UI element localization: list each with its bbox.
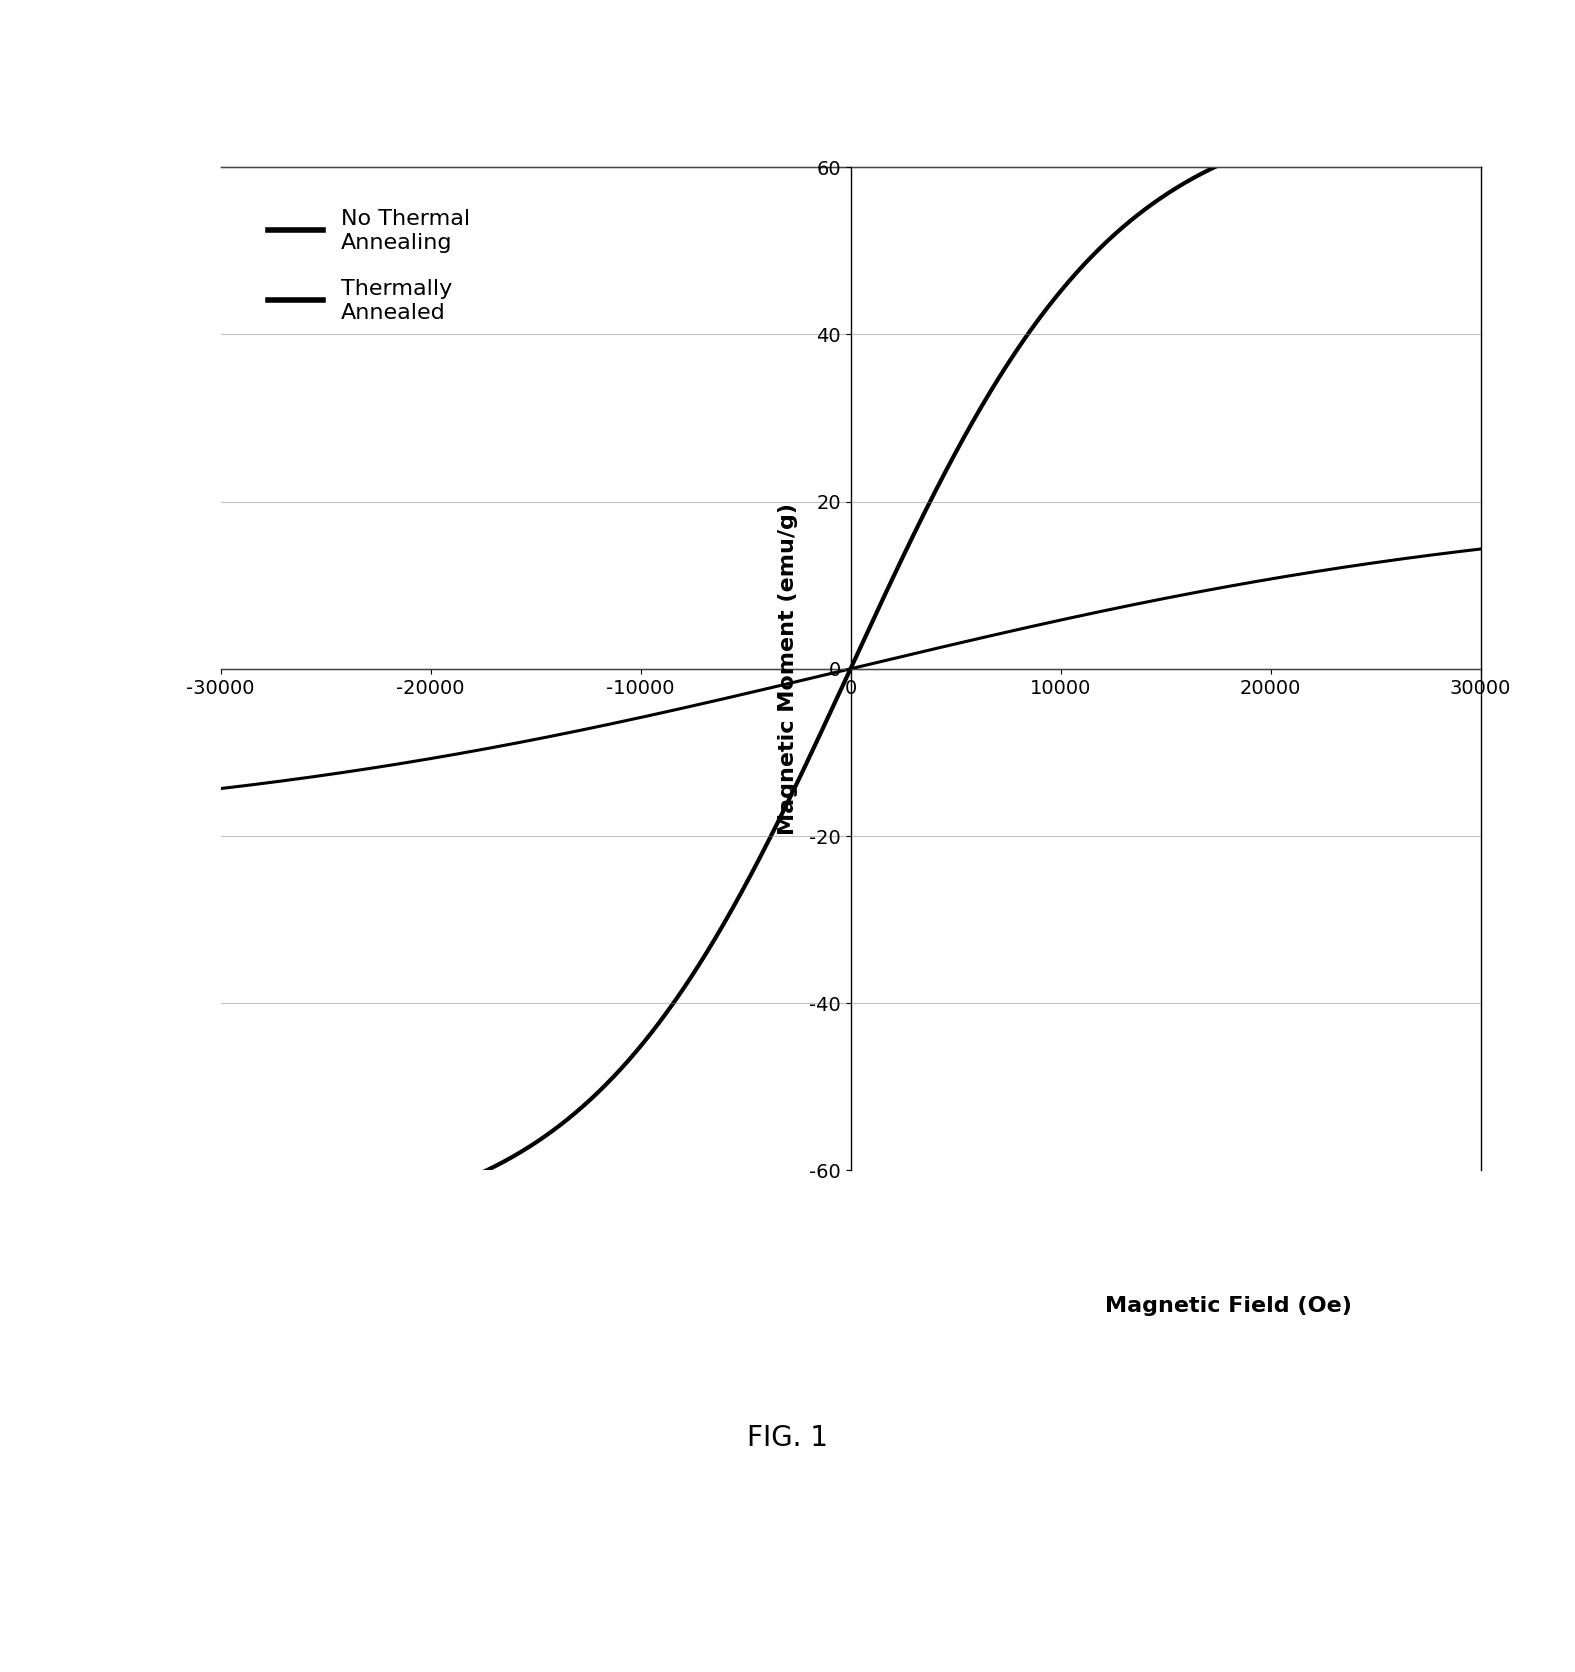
Y-axis label: Magnetic Moment (emu/g): Magnetic Moment (emu/g)	[778, 503, 799, 834]
No Thermal
Annealing	[693, 950, 712, 970]
Thermally
Annealed	[693, 694, 712, 714]
No Thermal
Annealing	[1471, 100, 1490, 120]
Text: FIG. 1: FIG. 1	[747, 1425, 828, 1451]
Thermally
Annealed	[967, 629, 986, 649]
Thermally
Annealed	[1030, 615, 1049, 635]
No Thermal
Annealing	[439, 1175, 458, 1195]
Thermally
Annealed	[1471, 538, 1490, 558]
Thermally
Annealed	[439, 746, 458, 766]
Text: Magnetic Field (Oe): Magnetic Field (Oe)	[1106, 1296, 1351, 1316]
Thermally
Annealed	[211, 779, 230, 799]
No Thermal
Annealing	[1151, 189, 1170, 209]
Thermally
Annealed	[1247, 572, 1266, 592]
Line: No Thermal
Annealing: No Thermal Annealing	[221, 110, 1480, 1227]
Line: Thermally
Annealed: Thermally Annealed	[221, 548, 1480, 789]
No Thermal
Annealing	[967, 406, 986, 426]
No Thermal
Annealing	[1247, 140, 1266, 161]
Thermally
Annealed	[1151, 589, 1170, 609]
Legend: No Thermal
Annealing, Thermally
Annealed: No Thermal Annealing, Thermally Annealed	[257, 199, 482, 334]
No Thermal
Annealing	[211, 1217, 230, 1237]
No Thermal
Annealing	[1030, 308, 1049, 328]
